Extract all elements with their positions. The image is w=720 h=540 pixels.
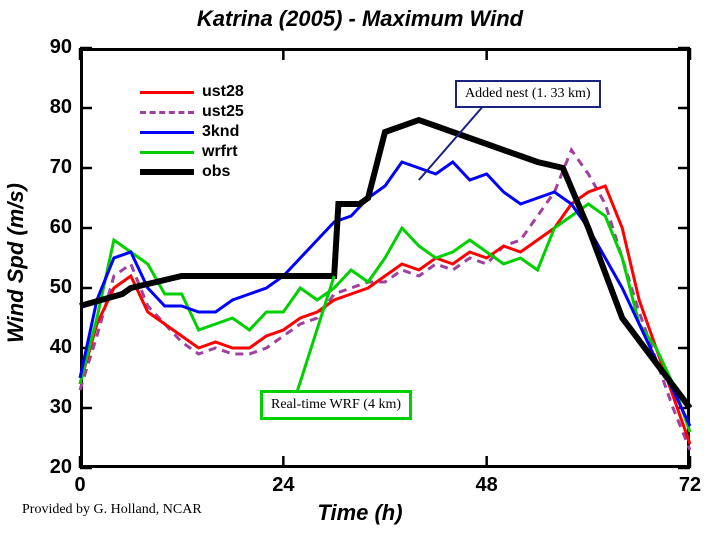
legend-swatch bbox=[140, 169, 194, 175]
callout-added-nest-label: Added nest (1. 33 km) bbox=[465, 86, 591, 101]
legend-row: wrfrt bbox=[140, 142, 244, 162]
tick-label: 72 bbox=[665, 474, 715, 497]
legend-row: obs bbox=[140, 162, 244, 182]
tick-label: 30 bbox=[32, 396, 72, 419]
legend-label: ust25 bbox=[202, 103, 244, 121]
legend-label: obs bbox=[202, 163, 230, 181]
tick-label: 80 bbox=[32, 96, 72, 119]
legend-row: ust25 bbox=[140, 102, 244, 122]
legend-label: ust28 bbox=[202, 83, 244, 101]
tick-label: 50 bbox=[32, 276, 72, 299]
tick-label: 40 bbox=[32, 336, 72, 359]
tick-label: 60 bbox=[32, 216, 72, 239]
legend-label: wrfrt bbox=[202, 143, 238, 161]
chart-svg bbox=[0, 0, 720, 540]
legend-label: 3knd bbox=[202, 123, 239, 141]
tick-label: 0 bbox=[55, 474, 105, 497]
callout-realtime-wrf: Real-time WRF (4 km) bbox=[260, 390, 412, 420]
legend-swatch bbox=[140, 91, 194, 94]
attribution-text: Provided by G. Holland, NCAR bbox=[22, 502, 202, 518]
tick-label: 24 bbox=[258, 474, 308, 497]
legend-row: 3knd bbox=[140, 122, 244, 142]
chart-container: Katrina (2005) - Maximum Wind Wind Spd (… bbox=[0, 0, 720, 540]
tick-label: 70 bbox=[32, 156, 72, 179]
tick-label: 90 bbox=[32, 36, 72, 59]
legend-swatch bbox=[140, 151, 194, 154]
legend-swatch bbox=[140, 131, 194, 134]
legend-swatch bbox=[140, 111, 194, 114]
callout-realtime-wrf-label: Real-time WRF (4 km) bbox=[271, 397, 401, 412]
callout-added-nest: Added nest (1. 33 km) bbox=[455, 80, 601, 108]
legend: ust28 ust25 3knd wrfrt obs bbox=[140, 82, 244, 182]
legend-row: ust28 bbox=[140, 82, 244, 102]
tick-label: 48 bbox=[462, 474, 512, 497]
